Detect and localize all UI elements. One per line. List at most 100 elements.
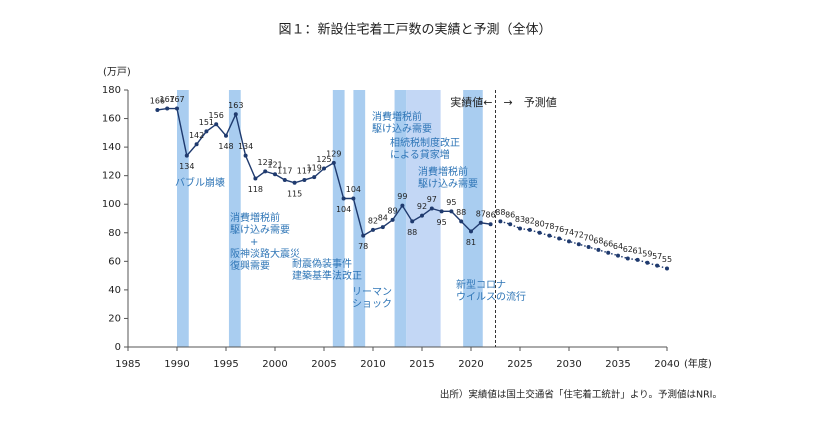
data-label: 81 [466, 238, 476, 247]
point [645, 260, 650, 265]
point [302, 177, 307, 182]
data-label: 70 [584, 234, 594, 243]
x-tick-label: 2000 [262, 359, 287, 370]
chart-title: 図１：新設住宅着工戸数の実績と予測（全体） [278, 22, 551, 38]
data-label: 125 [316, 155, 331, 164]
annotation: 新型コロナ [456, 278, 506, 291]
point [586, 245, 591, 250]
forecast-label: → 予測値 [504, 95, 557, 109]
point [312, 175, 317, 180]
point [429, 206, 434, 211]
event-band [463, 90, 483, 347]
point [400, 203, 405, 208]
data-label: 61 [633, 246, 643, 255]
y-tick-label: 40 [108, 285, 121, 296]
data-label: 156 [209, 111, 224, 120]
data-label: 117 [297, 166, 312, 175]
point [625, 256, 630, 261]
point [606, 250, 611, 255]
y-tick-label: 100 [102, 199, 121, 210]
data-label: 118 [248, 185, 263, 194]
x-tick-label: 1990 [164, 359, 189, 370]
x-tick-label: 2020 [458, 359, 483, 370]
data-label: 148 [218, 142, 233, 151]
y-tick-label: 80 [108, 228, 121, 239]
annotation: 消費増税前 [230, 211, 280, 224]
point [380, 225, 385, 230]
annotation: 相続税制度改正 [390, 136, 460, 149]
point [361, 233, 366, 238]
y-tick-label: 20 [108, 313, 121, 324]
point [175, 106, 179, 111]
point [449, 209, 454, 214]
annotation: 駆け込み需要 [230, 224, 290, 236]
source: 出所）実績値は国土交通省「住宅着工統計」より。予測値はNRI。 [440, 389, 722, 401]
event-band [406, 90, 441, 347]
annotation: 阪神淡路大震災 [230, 247, 300, 260]
data-label: 64 [613, 242, 623, 251]
y-tick-label: 120 [102, 171, 121, 182]
x-tick-label: 2030 [556, 359, 581, 370]
y-axis-label: (万戸) [103, 66, 131, 78]
data-label: 78 [358, 242, 368, 251]
data-label: 104 [336, 205, 351, 214]
data-label: 163 [228, 101, 243, 110]
point [273, 172, 277, 177]
data-label: 134 [179, 162, 194, 171]
annotation: バブル崩壊 [175, 176, 225, 189]
event-band [332, 90, 345, 347]
data-label: 88 [495, 208, 505, 217]
data-label: 129 [326, 149, 341, 158]
data-label: 82 [525, 216, 535, 225]
y-tick-label: 160 [102, 114, 121, 125]
point [214, 122, 219, 127]
data-label: 151 [199, 118, 214, 127]
point [596, 247, 601, 252]
y-tick-label: 180 [102, 85, 121, 96]
point [567, 239, 571, 244]
data-label: 76 [554, 225, 564, 234]
point [184, 153, 189, 158]
point [233, 112, 238, 117]
point [518, 226, 522, 231]
point [410, 219, 415, 224]
point [204, 129, 209, 134]
data-label: 167 [160, 95, 175, 104]
point [576, 242, 581, 247]
point [547, 233, 552, 238]
x-tick-label: 2010 [360, 359, 385, 370]
point [420, 213, 424, 218]
annotation: リーマン [352, 287, 392, 298]
point [498, 219, 503, 224]
point [194, 142, 199, 147]
data-label: 92 [417, 202, 427, 211]
data-label: 88 [456, 208, 466, 217]
data-label: 68 [593, 236, 603, 245]
data-label: 57 [652, 252, 662, 261]
point [439, 209, 444, 214]
data-label: 104 [346, 185, 361, 194]
y-tick-label: 0 [115, 342, 121, 353]
point [224, 133, 228, 138]
data-label: 88 [407, 228, 417, 237]
data-label: 115 [287, 189, 302, 198]
point [459, 219, 464, 224]
x-tick-label: 1985 [115, 359, 140, 370]
y-tick-label: 140 [102, 142, 121, 153]
point [488, 222, 493, 227]
annotation: 建築基準法改正 [292, 269, 362, 282]
data-label: 95 [446, 198, 456, 207]
data-label: 97 [427, 195, 437, 204]
data-label: 72 [574, 231, 584, 240]
x-tick-label: 2040 [654, 359, 679, 370]
point [292, 180, 297, 185]
data-label: 117 [277, 166, 292, 175]
data-label: 123 [258, 158, 273, 167]
point [282, 177, 287, 182]
event-band [394, 90, 407, 347]
data-label: 166 [150, 96, 165, 105]
point [341, 196, 346, 201]
point [616, 253, 620, 258]
annotation: 消費増税前 [418, 165, 468, 178]
annotation: ショック [352, 298, 392, 310]
